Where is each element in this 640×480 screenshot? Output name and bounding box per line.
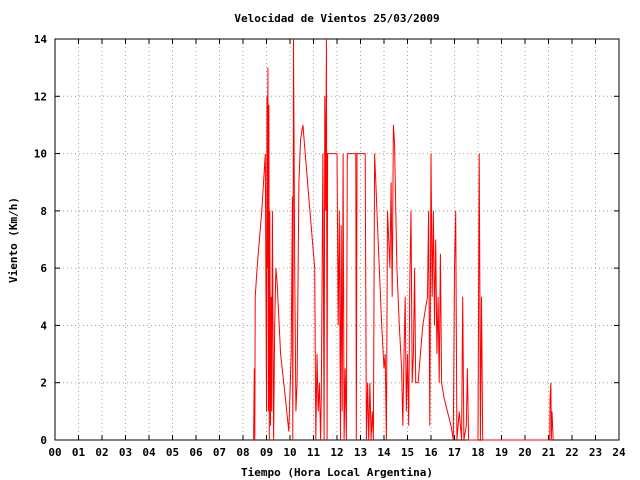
y-tick-label: 2	[40, 377, 47, 390]
x-tick-label: 07	[213, 446, 226, 459]
x-tick-label: 20	[518, 446, 531, 459]
x-tick-label: 23	[589, 446, 602, 459]
y-tick-label: 12	[34, 90, 47, 103]
y-tick-label: 14	[34, 33, 48, 46]
x-tick-label: 16	[424, 446, 438, 459]
chart-title: Velocidad de Vientos 25/03/2009	[234, 12, 439, 25]
x-tick-label: 04	[142, 446, 156, 459]
x-tick-label: 22	[565, 446, 578, 459]
y-tick-label: 4	[40, 319, 47, 332]
x-tick-label: 15	[401, 446, 414, 459]
x-tick-label: 24	[612, 446, 626, 459]
x-tick-label: 01	[72, 446, 86, 459]
x-tick-label: 13	[354, 446, 367, 459]
axis-ticks	[54, 38, 620, 441]
x-tick-label: 19	[495, 446, 508, 459]
x-tick-label: 18	[471, 446, 484, 459]
x-tick-label: 10	[283, 446, 296, 459]
x-tick-label: 08	[236, 446, 249, 459]
x-tick-label: 09	[260, 446, 273, 459]
x-axis-label: Tiempo (Hora Local Argentina)	[241, 466, 433, 479]
x-tick-labels: 00 01 02 03 04 05 06 07 08 09 10 11 12 13 14 15 16 17 18 19…	[48, 446, 626, 459]
x-tick-label: 12	[330, 446, 343, 459]
x-tick-label: 00	[48, 446, 61, 459]
y-tick-labels: 0 2 4 6 8 10 12 14	[34, 33, 48, 447]
grid	[55, 39, 619, 440]
x-tick-label: 17	[448, 446, 461, 459]
y-tick-label: 0	[40, 434, 47, 447]
y-tick-label: 8	[40, 205, 47, 218]
x-tick-label: 03	[119, 446, 132, 459]
x-tick-label: 21	[542, 446, 556, 459]
wind-speed-series	[253, 38, 554, 441]
x-tick-label: 05	[166, 446, 179, 459]
x-tick-label: 14	[377, 446, 391, 459]
y-axis-label: Viento (Km/h)	[7, 197, 20, 283]
x-tick-label: 11	[307, 446, 321, 459]
y-tick-label: 6	[40, 262, 47, 275]
x-tick-label: 06	[189, 446, 203, 459]
x-tick-label: 02	[95, 446, 108, 459]
y-tick-label: 10	[34, 148, 47, 161]
